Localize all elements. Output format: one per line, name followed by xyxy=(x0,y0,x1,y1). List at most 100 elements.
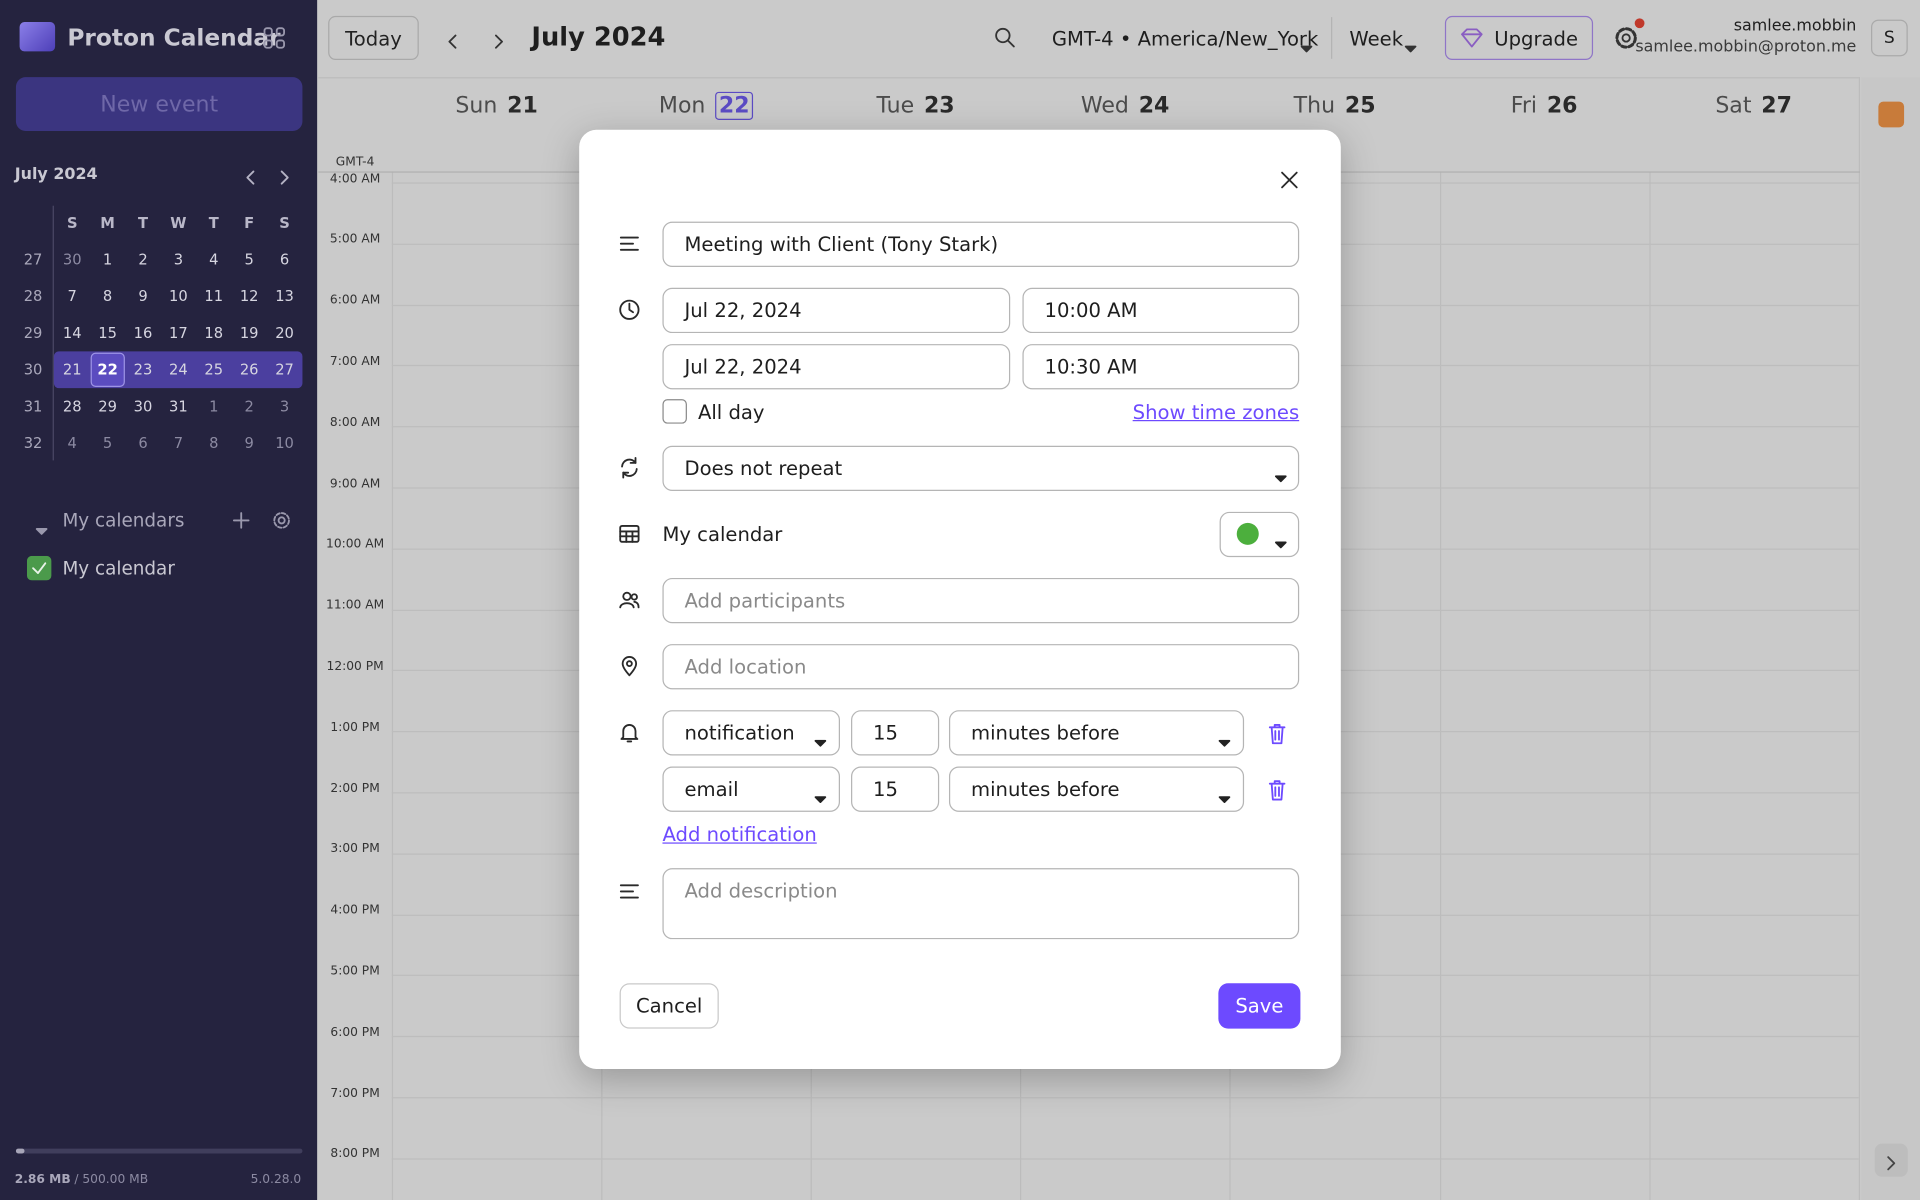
chevron-left[interactable] xyxy=(447,31,459,49)
notification-amount-input[interactable]: 15 xyxy=(851,710,940,756)
title-input[interactable]: Meeting with Client (Tony Stark) xyxy=(662,221,1300,267)
calendar-checkbox[interactable] xyxy=(26,555,52,581)
mini-calendar-day[interactable]: 1 xyxy=(102,251,113,269)
day-date[interactable]: 23 xyxy=(923,92,955,119)
mini-calendar-day[interactable]: 5 xyxy=(244,251,254,269)
mini-calendar-day[interactable]: 14 xyxy=(62,324,82,342)
day-date[interactable]: 21 xyxy=(507,92,538,119)
chevron-right[interactable] xyxy=(1884,1152,1896,1171)
mini-calendar-day[interactable]: 20 xyxy=(275,324,294,342)
day-header: Wed 24 xyxy=(1020,86,1230,125)
start-time-input[interactable]: 10:00 AM xyxy=(1022,287,1300,334)
save-button[interactable]: Save xyxy=(1218,983,1301,1029)
mini-calendar-day[interactable]: 8 xyxy=(209,434,219,452)
mini-calendar-day[interactable]: 30 xyxy=(62,251,82,269)
mini-calendar-day[interactable]: 12 xyxy=(239,287,259,305)
view-selector[interactable]: Week xyxy=(1349,26,1404,50)
add-calendar-icon[interactable] xyxy=(231,511,251,531)
mini-calendar-day[interactable]: 30 xyxy=(133,397,153,416)
mini-calendar-day[interactable]: 6 xyxy=(138,434,148,452)
mini-calendar-day[interactable]: 9 xyxy=(244,434,254,452)
chevron-right[interactable] xyxy=(492,31,504,49)
mini-calendar-day[interactable]: 4 xyxy=(209,251,219,269)
upgrade-button[interactable]: Upgrade xyxy=(1444,15,1594,61)
mini-calendar-day[interactable]: 4 xyxy=(67,434,77,452)
mini-calendar-day[interactable]: 19 xyxy=(239,324,259,342)
user-avatar[interactable]: S xyxy=(1871,19,1908,57)
mini-calendar-day[interactable]: 7 xyxy=(173,434,184,452)
mini-calendar-day[interactable]: 18 xyxy=(204,324,224,342)
mini-calendar-today[interactable]: 22 xyxy=(90,352,125,387)
mini-calendar-day[interactable]: 5 xyxy=(102,434,113,452)
notification-amount-input[interactable]: 15 xyxy=(851,766,940,812)
delete-notification-button[interactable] xyxy=(1267,779,1287,801)
day-date[interactable]: 26 xyxy=(1546,92,1578,119)
chevron-right[interactable] xyxy=(278,167,290,185)
mini-calendar-day[interactable]: 23 xyxy=(133,361,153,379)
apps-icon[interactable] xyxy=(262,26,286,50)
timezone-selector[interactable]: GMT-4 • America/New_York xyxy=(1051,26,1319,50)
day-date[interactable]: 24 xyxy=(1138,92,1170,119)
weekday-label: S xyxy=(279,214,290,232)
today-button[interactable]: Today xyxy=(328,15,419,61)
mini-calendar-day[interactable]: 21 xyxy=(62,361,82,379)
description-textarea[interactable]: Add description xyxy=(662,868,1300,940)
mini-calendar-day[interactable]: 10 xyxy=(169,287,188,305)
mini-calendar-day[interactable]: 2 xyxy=(138,251,148,269)
mini-calendar-day[interactable]: 3 xyxy=(173,251,184,269)
participants-input[interactable]: Add participants xyxy=(662,577,1300,624)
day-name: Sat xyxy=(1715,92,1752,119)
mini-calendar-day[interactable]: 7 xyxy=(67,287,77,305)
mini-calendar-day[interactable]: 9 xyxy=(138,287,148,305)
contacts-icon[interactable] xyxy=(1878,101,1905,128)
mini-calendar-day[interactable]: 3 xyxy=(279,397,290,416)
location-input[interactable]: Add location xyxy=(662,644,1300,690)
icon-part xyxy=(280,170,289,185)
start-date-input[interactable]: Jul 22, 2024 xyxy=(662,287,1011,334)
mini-calendar-day[interactable]: 24 xyxy=(169,361,188,379)
day-date[interactable]: 25 xyxy=(1344,92,1376,119)
repeat-select[interactable]: Does not repeat xyxy=(662,445,1300,492)
mini-calendar-day[interactable]: 28 xyxy=(62,397,82,416)
mini-calendar-day[interactable]: 29 xyxy=(98,397,117,416)
show-time-zones-link[interactable]: Show time zones xyxy=(1132,399,1300,424)
mini-calendar-day[interactable]: 11 xyxy=(204,287,224,305)
mini-calendar-day[interactable]: 10 xyxy=(275,434,294,452)
mini-calendar-day[interactable]: 13 xyxy=(275,287,294,305)
notification-type-select[interactable]: notification xyxy=(662,710,841,756)
add-notification-link[interactable]: Add notification xyxy=(662,822,817,846)
mini-calendar-day[interactable]: 8 xyxy=(102,287,113,305)
calendar-settings-icon[interactable] xyxy=(272,511,292,531)
mini-calendar-day[interactable]: 1 xyxy=(209,397,219,416)
my-calendars-heading[interactable]: My calendars xyxy=(62,509,185,532)
cancel-button[interactable]: Cancel xyxy=(619,983,719,1029)
mini-calendar-day[interactable]: 31 xyxy=(169,397,188,416)
chevron-left[interactable] xyxy=(245,167,257,185)
mini-calendar-day[interactable]: 27 xyxy=(275,361,294,379)
mini-calendar-day[interactable]: 15 xyxy=(98,324,117,342)
end-date-input[interactable]: Jul 22, 2024 xyxy=(662,344,1011,390)
week-number: 31 xyxy=(23,397,43,416)
icon-part xyxy=(630,593,638,601)
mini-calendar-day[interactable]: 6 xyxy=(279,251,290,269)
day-date-current[interactable]: 22 xyxy=(715,91,754,120)
notification-unit-select[interactable]: minutes before xyxy=(948,766,1245,812)
new-event-button[interactable]: New event xyxy=(15,77,303,132)
close-button[interactable] xyxy=(1280,170,1300,190)
mini-calendar-day[interactable]: 26 xyxy=(239,361,259,379)
notification-unit-select[interactable]: minutes before xyxy=(948,710,1245,756)
mini-calendar-day[interactable]: 16 xyxy=(133,324,153,342)
day-date[interactable]: 27 xyxy=(1761,92,1792,119)
icon-part xyxy=(621,458,638,477)
mini-calendar-day[interactable]: 17 xyxy=(169,324,188,342)
settings-icon[interactable] xyxy=(1614,26,1638,50)
delete-notification-button[interactable] xyxy=(1267,722,1287,745)
calendar-color-select[interactable] xyxy=(1219,511,1300,558)
end-time-input[interactable]: 10:30 AM xyxy=(1022,344,1300,390)
mini-calendar-day[interactable]: 2 xyxy=(244,397,254,416)
mini-calendar-day[interactable]: 25 xyxy=(204,361,224,379)
calendar-name[interactable]: My calendar xyxy=(62,557,175,580)
search-icon[interactable] xyxy=(994,27,1015,48)
all-day-checkbox[interactable] xyxy=(662,399,687,424)
notification-type-select[interactable]: email xyxy=(662,766,841,812)
